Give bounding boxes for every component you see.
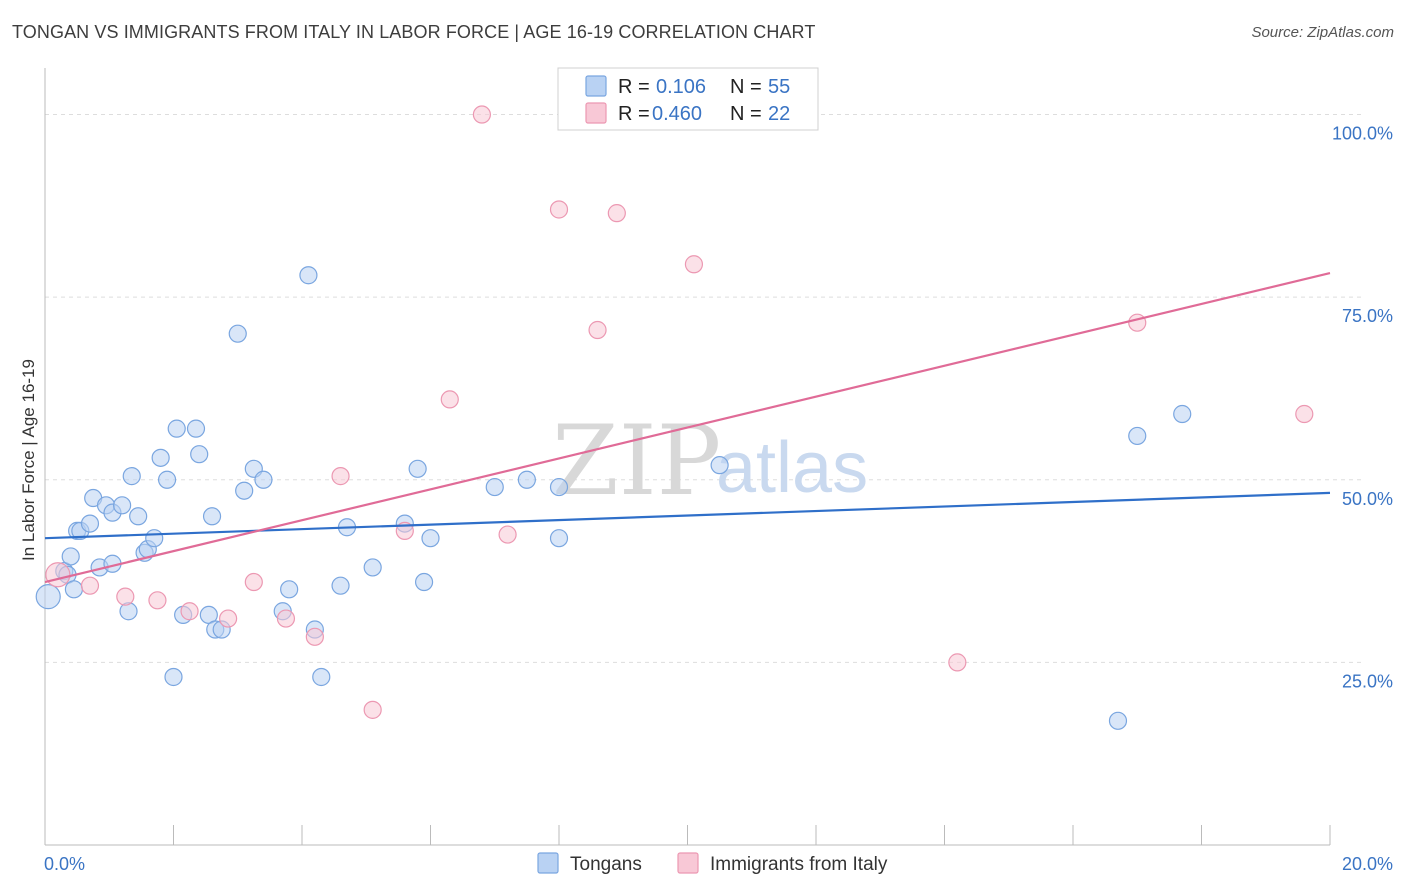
tongans-point-14 [122,467,141,486]
italy-point-6 [244,572,263,592]
tongans-point-45 [421,529,440,548]
italy-point-7 [276,609,296,628]
legend-swatch-italy [585,102,607,124]
y-tick-label-50: 50.0% [1342,489,1393,509]
tongans-point-36 [299,266,318,285]
tongans-point-24 [186,419,206,438]
tongans-point-50 [710,456,729,475]
tongans-point-15 [129,507,148,526]
bottom-legend-swatch-tongans [537,852,559,874]
tongans-point-20 [157,470,177,489]
tongans-point-48 [549,529,569,548]
tongans-point-52 [1128,426,1147,446]
tongans-point-6 [80,514,100,533]
tongans-point-27 [202,507,222,526]
legend-r-value-tongans: 0.106 [656,76,706,98]
tongans-point-18 [145,529,164,548]
legend-r-value-italy: 0.460 [652,103,702,125]
legend-n-value-tongans: 55 [768,76,790,98]
italy-point-15 [549,200,569,219]
y-tick-label-25: 25.0% [1342,671,1393,691]
y-tick-label-100: 100.0% [1332,124,1393,144]
legend-n-label-italy: N = [730,103,762,125]
italy-point-18 [684,255,704,274]
axes [44,68,1331,846]
tongans-point-38 [312,667,331,687]
watermark-atlas: atlas [716,428,868,508]
bottom-legend: Tongans Immigrants from Italy [537,852,888,875]
tongans-point-31 [235,481,254,500]
bottom-legend-swatch-italy [677,852,699,874]
chart-title: TONGAN VS IMMIGRANTS FROM ITALY IN LABOR… [12,22,816,42]
legend: R = 0.106 N = 55 R = 0.460 N = 22 [557,67,819,131]
source-label: Source: ZipAtlas.com [1251,24,1394,41]
scatter-points [35,105,1314,730]
italy-point-17 [607,204,626,223]
tongans-point-49 [549,477,569,497]
tongans-point-53 [1173,404,1192,424]
tongans-point-30 [228,324,247,343]
italy-point-19 [948,653,967,672]
watermark-zip: ZIP [552,405,721,517]
watermark: ZIP atlas [552,405,868,517]
italy-point-21 [1295,404,1314,424]
legend-swatch-tongans [585,75,607,97]
tongans-point-12 [112,496,132,515]
tongans-point-39 [331,576,350,595]
italy-point-14 [498,525,517,544]
tongans-point-35 [280,580,299,599]
tongans-point-3 [61,547,80,566]
tongans-point-25 [190,445,209,464]
italy-point-10 [363,700,382,719]
legend-r-label-italy: R = [618,103,650,125]
italy-point-13 [472,105,491,124]
italy-point-4 [180,602,199,621]
tongans-point-43 [408,459,427,478]
tongans-point-19 [151,448,170,467]
italy-point-8 [305,627,324,646]
x-tick-label-min: 0.0% [44,854,85,874]
tongans-point-22 [167,419,186,438]
x-tick-labels: 0.0% 20.0% [44,854,1393,874]
grid-lines [45,114,1365,663]
legend-n-label-tongans: N = [730,76,762,98]
tongans-point-0 [35,584,61,610]
tongans-point-47 [517,470,536,489]
tongans-point-51 [1108,711,1128,730]
italy-point-0 [45,562,71,588]
italy-point-2 [116,587,135,606]
tongans-point-41 [363,558,382,577]
bottom-legend-label-italy: Immigrants from Italy [710,854,888,875]
tongans-point-21 [164,667,183,687]
tongans-point-33 [254,470,273,489]
legend-r-label-tongans: R = [618,76,650,98]
bottom-legend-label-tongans: Tongans [570,854,642,875]
italy-point-9 [331,467,350,486]
italy-point-1 [80,576,100,595]
italy-point-20 [1128,313,1147,332]
y-tick-label-75: 75.0% [1342,306,1393,326]
italy-point-3 [148,591,167,610]
tongans-point-54 [64,580,84,599]
legend-n-value-italy: 22 [768,103,790,125]
tongans-point-46 [485,477,504,497]
y-axis-label: In Labor Force | Age 16-19 [19,359,38,561]
tongans-point-44 [414,572,434,592]
italy-point-5 [219,609,238,628]
x-tick-label-max: 20.0% [1342,854,1393,874]
italy-point-12 [440,390,459,409]
italy-point-16 [588,320,607,340]
trend-lines [44,271,1331,584]
italy-trend-line [44,271,1331,584]
y-tick-labels: 25.0% 50.0% 75.0% 100.0% [1332,124,1393,692]
